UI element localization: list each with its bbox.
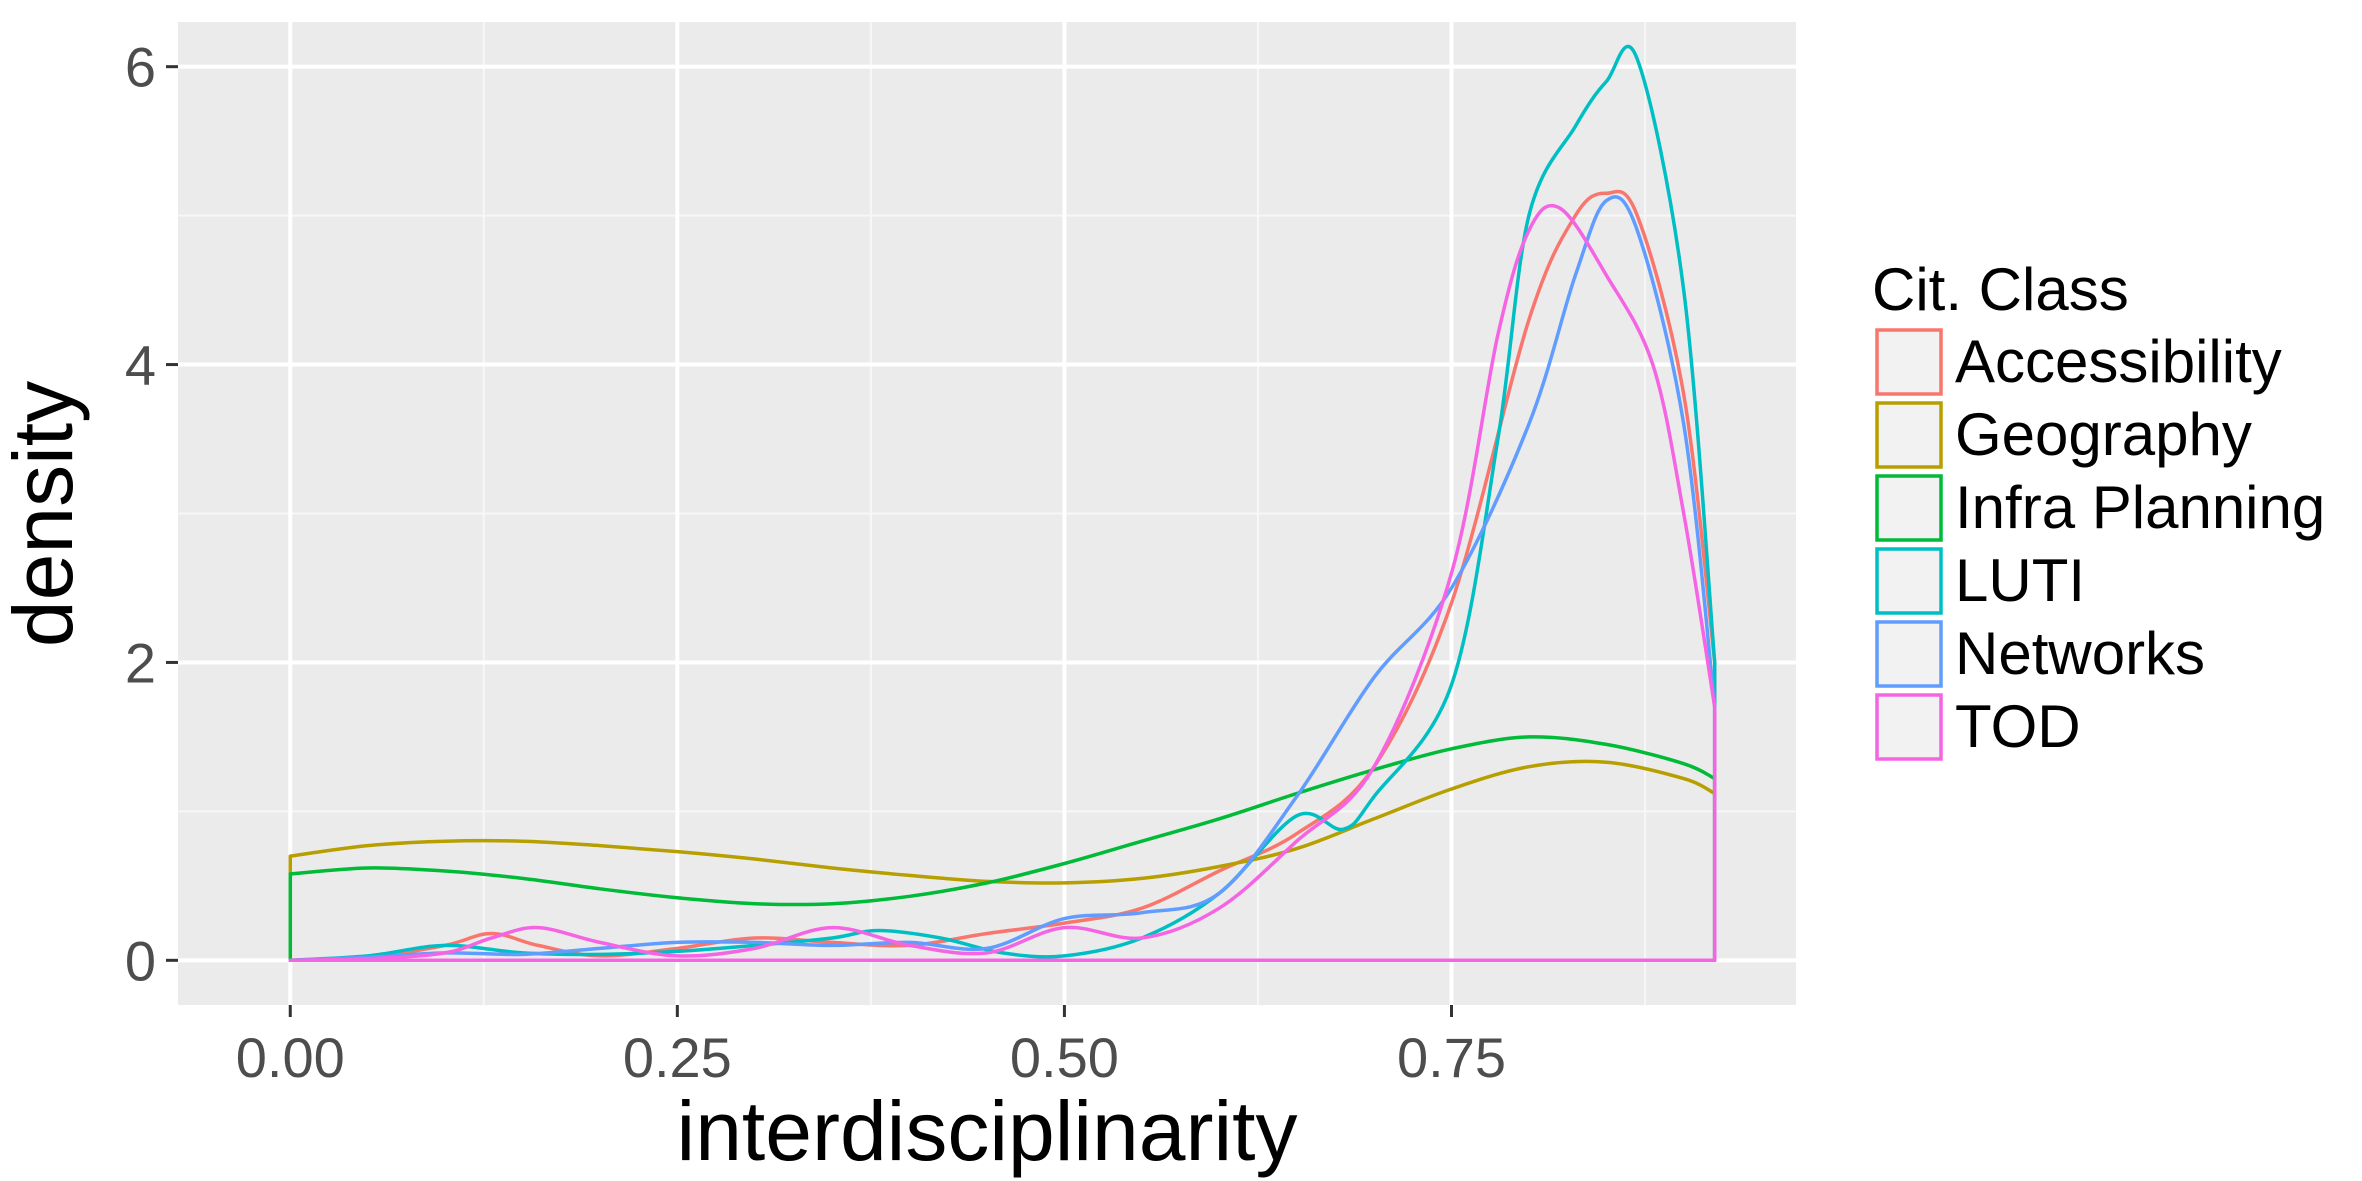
legend-label-networks: Networks <box>1955 620 2205 687</box>
x-axis: 0.00 0.25 0.50 0.75 <box>236 1005 1506 1089</box>
minor-gridlines <box>178 22 1796 1005</box>
legend-key-luti <box>1875 547 1943 615</box>
y-tick-label: 4 <box>125 334 156 397</box>
x-tick-label: 0.00 <box>236 1026 345 1089</box>
series-line-geography <box>288 759 1717 963</box>
legend-key-infra-planning <box>1875 474 1943 542</box>
series-line-accessibility <box>288 189 1717 963</box>
legend-key-accessibility <box>1875 328 1943 396</box>
y-axis-title: density <box>0 381 90 647</box>
series-line-tod <box>288 203 1717 963</box>
y-tick-label: 6 <box>125 36 156 99</box>
legend-label-accessibility: Accessibility <box>1955 328 2282 395</box>
x-tick-label: 0.25 <box>623 1026 732 1089</box>
series-layer <box>288 44 1717 963</box>
x-tick-label: 0.50 <box>1010 1026 1119 1089</box>
y-tick-label: 0 <box>125 929 156 992</box>
legend-label-geography: Geography <box>1955 401 2252 468</box>
y-axis: 0 2 4 6 <box>125 36 178 992</box>
y-tick-label: 2 <box>125 631 156 694</box>
series-line-infra-planning <box>288 735 1717 963</box>
legend-title: Cit. Class <box>1872 256 2129 323</box>
legend-key-tod <box>1875 693 1943 761</box>
legend-label-infra-planning: Infra Planning <box>1955 474 2325 541</box>
legend-label-luti: LUTI <box>1955 547 2085 614</box>
x-tick-label: 0.75 <box>1397 1026 1506 1089</box>
legend-key-geography <box>1875 401 1943 469</box>
series-line-networks <box>288 195 1717 963</box>
legend-label-tod: TOD <box>1955 693 2081 760</box>
legend-key-networks <box>1875 620 1943 688</box>
x-axis-title: interdisciplinarity <box>677 1084 1298 1178</box>
